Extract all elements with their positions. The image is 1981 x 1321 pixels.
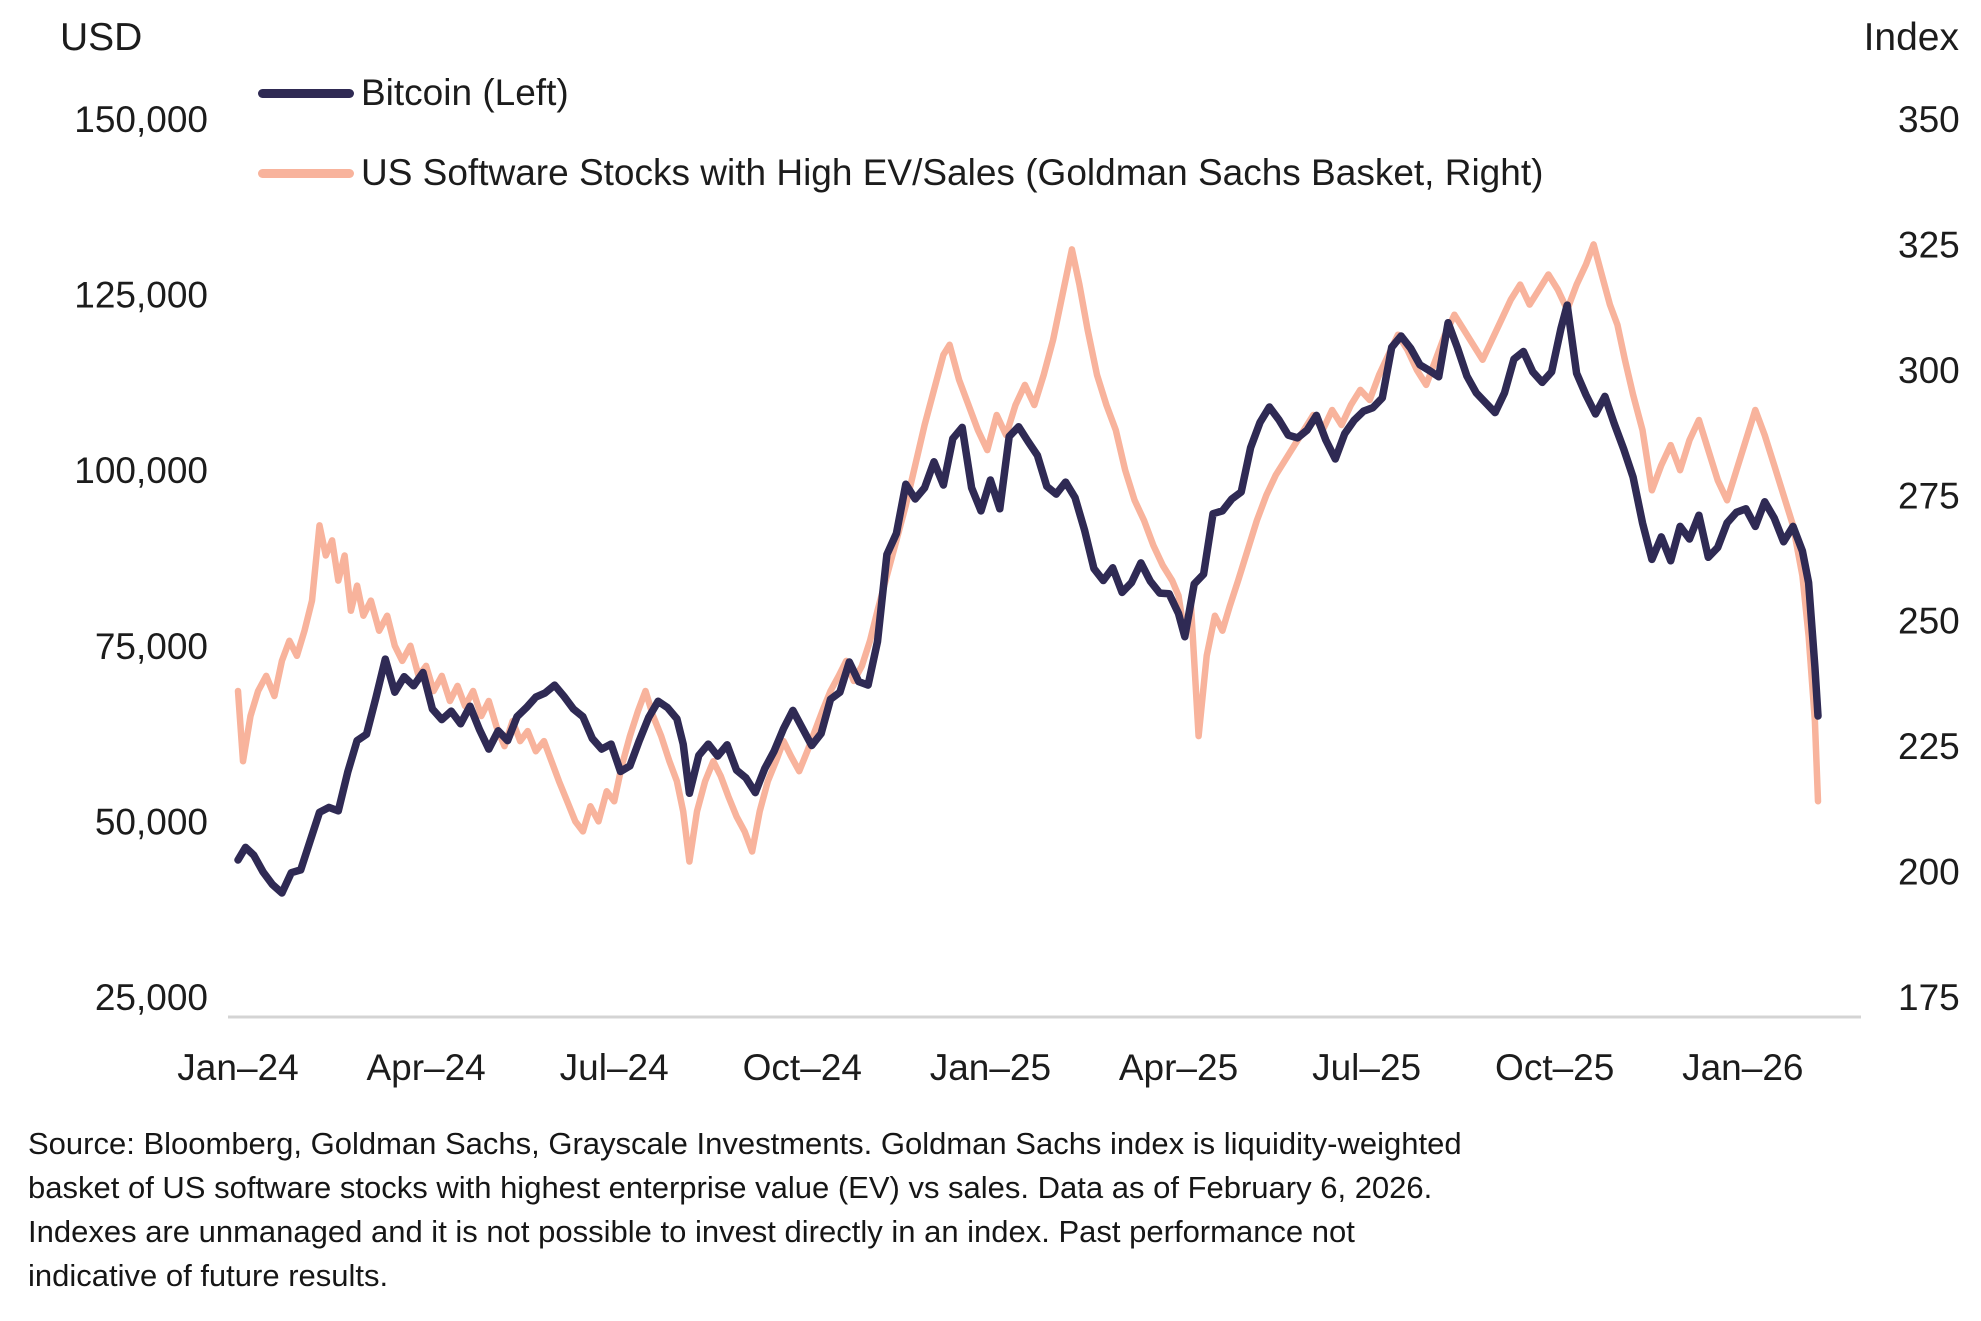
- x-axis-tick-label: Jan–25: [930, 1047, 1051, 1088]
- right-axis-tick-label: 275: [1898, 475, 1960, 516]
- legend-item-bitcoin: Bitcoin (Left): [258, 72, 1543, 114]
- source-line-3: Indexes are unmanaged and it is not poss…: [28, 1214, 1355, 1250]
- right-axis-tick-label: 175: [1898, 977, 1960, 1018]
- right-axis-tick-label: 200: [1898, 852, 1960, 893]
- series-line-software: [234, 241, 1822, 865]
- left-axis-tick-label: 25,000: [95, 977, 208, 1018]
- right-axis-title: Index: [1863, 16, 1959, 59]
- x-axis-tick-label: Jan–24: [177, 1047, 298, 1088]
- left-axis-tick-label: 50,000: [95, 801, 208, 842]
- left-axis-tick-label: 100,000: [74, 450, 208, 491]
- x-axis-tick-label: Apr–24: [366, 1047, 485, 1088]
- series-line-bitcoin: [234, 301, 1822, 897]
- right-axis-tick-label: 250: [1898, 601, 1960, 642]
- legend-item-software: US Software Stocks with High EV/Sales (G…: [258, 152, 1543, 194]
- source-note: Source: Bloomberg, Goldman Sachs, Graysc…: [28, 1122, 1963, 1298]
- legend-label-bitcoin: Bitcoin (Left): [361, 72, 569, 113]
- source-line-2: basket of US software stocks with highes…: [28, 1170, 1433, 1206]
- right-axis-tick-label: 300: [1898, 350, 1960, 391]
- x-axis-tick-label: Oct–25: [1495, 1047, 1614, 1088]
- legend: Bitcoin (Left) US Software Stocks with H…: [258, 72, 1543, 194]
- x-axis-tick-label: Jul–25: [1312, 1047, 1421, 1088]
- left-axis-tick-label: 125,000: [74, 275, 208, 316]
- left-axis-tick-label: 150,000: [74, 99, 208, 140]
- legend-label-software: US Software Stocks with High EV/Sales (G…: [361, 152, 1544, 193]
- source-line-4: indicative of future results.: [28, 1258, 389, 1294]
- legend-swatch-software-line: [258, 168, 354, 178]
- right-axis-tick-label: 350: [1898, 99, 1960, 140]
- x-axis-tick-label: Apr–25: [1119, 1047, 1238, 1088]
- source-line-1: Source: Bloomberg, Goldman Sachs, Graysc…: [28, 1126, 1462, 1161]
- x-axis-tick-label: Jan–26: [1682, 1047, 1803, 1088]
- right-axis-tick-label: 225: [1898, 726, 1960, 767]
- legend-swatch-bitcoin-line: [258, 88, 354, 98]
- x-axis-tick-label: Jul–24: [560, 1047, 669, 1088]
- right-axis-tick-label: 325: [1898, 224, 1960, 265]
- left-axis-title: USD: [60, 16, 143, 59]
- left-axis-tick-label: 75,000: [95, 626, 208, 667]
- x-axis-tick-label: Oct–24: [743, 1047, 862, 1088]
